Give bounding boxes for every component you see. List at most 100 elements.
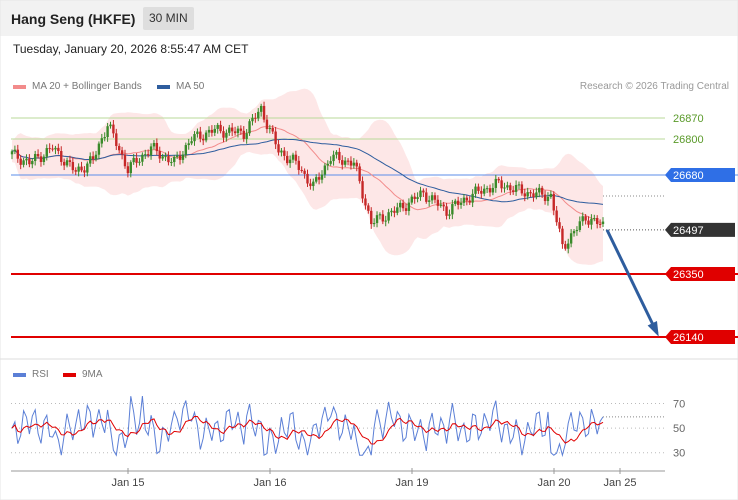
candle-body <box>36 153 40 157</box>
candle-body <box>332 154 335 162</box>
candle-body <box>390 210 393 213</box>
candle-body <box>65 160 69 166</box>
candle-body <box>280 150 283 153</box>
candle-body <box>462 197 466 203</box>
candle-body <box>549 193 553 197</box>
candle-body <box>341 160 344 165</box>
level-label-1: 26800 <box>673 134 704 146</box>
candle-body <box>158 151 161 159</box>
candle-body <box>306 173 309 184</box>
level-tag-5 <box>665 330 735 344</box>
level-tags: 26870 26800 26680 26497 26350 26140 <box>665 113 735 344</box>
legend-ma20-swatch <box>13 84 26 89</box>
candle-body <box>564 244 567 249</box>
candle-body <box>283 150 286 156</box>
candle-body <box>567 243 570 249</box>
candle-body <box>222 131 225 138</box>
candle-body <box>506 185 509 188</box>
candle-body <box>286 155 289 164</box>
candle-body <box>355 162 358 167</box>
legend-ma50-label: MA 50 <box>176 81 205 92</box>
candle-body <box>433 195 437 200</box>
candle-body <box>123 154 127 167</box>
candle-body <box>448 214 451 216</box>
candle-body <box>454 200 457 205</box>
candle-body <box>323 165 327 175</box>
candle-body <box>378 214 382 216</box>
candle-body <box>367 205 370 211</box>
candle-body <box>509 185 512 191</box>
candle-body <box>129 162 132 174</box>
candle-body <box>601 221 605 225</box>
ma50-line <box>11 138 604 205</box>
candle-body <box>199 131 202 139</box>
candle-body <box>451 204 454 215</box>
candle-body <box>155 142 159 152</box>
candle-body <box>106 126 109 138</box>
candle-body <box>239 128 243 131</box>
level-label-4: 26350 <box>673 269 704 281</box>
candle-body <box>109 124 112 127</box>
candle-body <box>338 151 341 161</box>
x-tick-label-2: Jan 19 <box>395 477 428 489</box>
price-levels <box>11 117 738 338</box>
candle-body <box>436 199 440 206</box>
candle-body <box>540 187 544 195</box>
projection <box>605 229 659 337</box>
candle-body <box>523 193 526 197</box>
candle-body <box>265 119 269 130</box>
candle-body <box>236 128 240 134</box>
candle-body <box>225 132 228 138</box>
candle-body <box>161 156 164 159</box>
level-label-2: 26680 <box>673 170 704 182</box>
candle-body <box>16 149 19 159</box>
candle-body <box>364 198 367 206</box>
candle-body <box>51 148 54 150</box>
candle-body <box>543 194 547 202</box>
candle-body <box>141 154 144 162</box>
chart-header: Hang Seng (HKFE) 30 MIN <box>0 0 738 36</box>
rsi-panel: 70 50 30 <box>11 396 685 460</box>
candle-body <box>178 155 182 160</box>
interval-badge[interactable]: 30 MIN <box>143 7 194 30</box>
candle-body <box>181 154 185 160</box>
candle-body <box>500 180 503 189</box>
candle-body <box>303 170 306 174</box>
x-tick-label-1: Jan 16 <box>253 477 286 489</box>
candle-body <box>103 137 106 139</box>
candle-body <box>317 177 321 180</box>
candles <box>10 101 605 254</box>
level-tag-3 <box>665 222 735 237</box>
candle-body <box>149 146 153 156</box>
candle-body <box>71 161 75 171</box>
candle-body <box>291 154 295 160</box>
candle-body <box>361 181 364 199</box>
candle-body <box>86 163 89 173</box>
candle-body <box>480 190 483 194</box>
candle-body <box>503 187 506 189</box>
candle-body <box>598 223 602 225</box>
candle-body <box>60 151 63 162</box>
candle-body <box>491 187 495 193</box>
candle-body <box>25 158 28 161</box>
candle-body <box>271 128 274 132</box>
candle-body <box>558 222 561 229</box>
x-tick-label-0: Jan 15 <box>111 477 144 489</box>
candle-body <box>309 183 312 187</box>
candle-body <box>45 148 48 157</box>
candle-body <box>485 188 489 190</box>
candle-body <box>538 187 541 193</box>
candle-body <box>74 170 77 172</box>
candle-body <box>401 202 405 209</box>
candle-body <box>329 161 332 164</box>
candle-body <box>546 196 550 202</box>
candle-body <box>164 156 167 158</box>
legend-rsi-label: RSI <box>32 369 49 380</box>
candle-body <box>514 185 518 192</box>
level-label-3: 26497 <box>673 225 704 237</box>
candle-body <box>13 149 17 152</box>
candle-body <box>529 192 532 194</box>
moving-averages <box>11 126 604 225</box>
candle-body <box>294 154 298 161</box>
